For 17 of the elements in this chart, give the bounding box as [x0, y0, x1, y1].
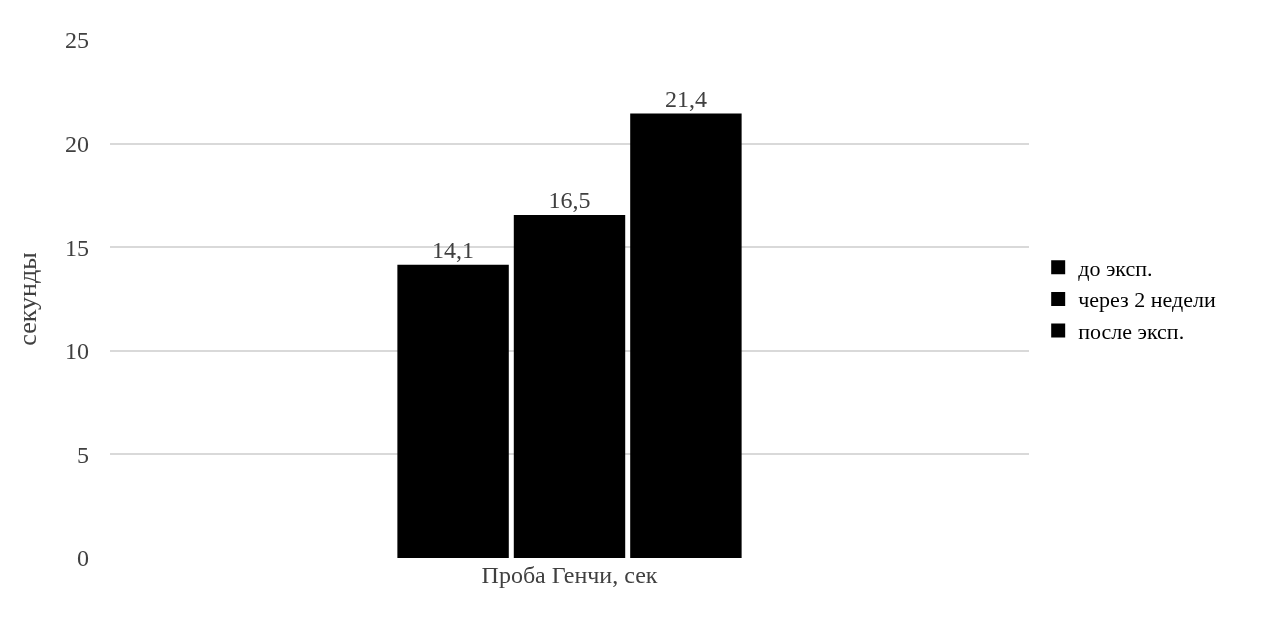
y-axis-title: секунды [13, 252, 43, 346]
y-tick-label: 20 [65, 131, 89, 157]
data-label: 14,1 [432, 236, 475, 263]
x-tick-label: Проба Генчи, сек [481, 562, 658, 588]
bar [630, 113, 742, 558]
data-label: 21,4 [664, 85, 707, 112]
bar [397, 264, 509, 558]
legend-label: после эксп. [1078, 319, 1185, 345]
y-tick-label: 15 [65, 234, 89, 261]
legend-label: через 2 недели [1078, 287, 1216, 313]
y-tick-label: 10 [65, 338, 89, 365]
legend-label: до эксп. [1078, 255, 1153, 281]
y-tick-label: 5 [77, 441, 89, 468]
data-label: 16,5 [548, 187, 591, 214]
y-tick-label: 25 [65, 27, 89, 54]
y-tick-label: 0 [77, 545, 89, 572]
bar [513, 215, 626, 558]
